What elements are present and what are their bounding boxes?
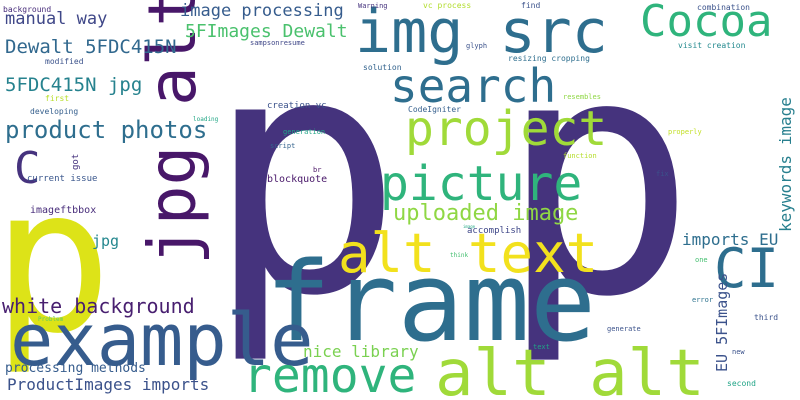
cloud-word: p bbox=[498, 0, 697, 369]
cloud-word: p bbox=[0, 145, 112, 378]
cloud-word: blockquote bbox=[267, 174, 327, 185]
cloud-word: ProductImages imports bbox=[7, 375, 209, 394]
cloud-word: br bbox=[313, 166, 321, 174]
cloud-word: combination bbox=[697, 3, 750, 12]
cloud-word: imageftbbox bbox=[30, 205, 96, 216]
cloud-word: alt alt bbox=[435, 337, 705, 400]
cloud-word: resembles bbox=[563, 93, 601, 101]
cloud-word: function bbox=[563, 152, 597, 160]
cloud-word: search bbox=[390, 59, 556, 113]
cloud-word: jpg alt bbox=[134, 0, 211, 265]
cloud-word: generation bbox=[283, 128, 325, 136]
cloud-word: sampsonresume bbox=[250, 39, 305, 47]
cloud-word: visit creation bbox=[678, 41, 746, 50]
cloud-word: properly bbox=[668, 128, 702, 136]
cloud-word: CodeIgniter bbox=[408, 105, 461, 114]
cloud-word: one bbox=[695, 256, 708, 264]
cloud-word: developing bbox=[30, 107, 78, 116]
cloud-word: current issue bbox=[27, 174, 97, 184]
cloud-word: first bbox=[45, 94, 69, 103]
cloud-word: 5FDC415N jpg bbox=[5, 74, 142, 96]
cloud-word: EU 5FImages bbox=[713, 273, 731, 372]
cloud-word: remove bbox=[243, 348, 416, 400]
cloud-word: modified bbox=[45, 57, 84, 66]
cloud-word: creation vc bbox=[267, 101, 327, 111]
cloud-word: think bbox=[450, 252, 468, 259]
cloud-word: imports EU bbox=[682, 230, 778, 249]
cloud-word: p bbox=[205, 0, 404, 368]
cloud-word: picture bbox=[380, 156, 582, 212]
cloud-word: script bbox=[270, 142, 295, 150]
cloud-word: img src bbox=[355, 0, 608, 67]
cloud-word: nice library bbox=[303, 342, 419, 361]
cloud-word: generate bbox=[607, 325, 641, 333]
cloud-word: uploaded image bbox=[393, 201, 578, 226]
cloud-word: Dewalt 5FDC415N bbox=[5, 36, 177, 58]
cloud-word: product photos bbox=[5, 116, 207, 144]
cloud-word: project bbox=[405, 101, 607, 157]
cloud-word: second bbox=[727, 379, 756, 388]
cloud-word: new bbox=[732, 348, 745, 356]
cloud-word: alt text bbox=[338, 222, 598, 285]
cloud-word: frame bbox=[265, 238, 596, 366]
cloud-word: glyph bbox=[466, 42, 487, 50]
cloud-word: example bbox=[10, 298, 313, 382]
cloud-word: white background bbox=[2, 294, 195, 318]
cloud-word: vc process bbox=[423, 1, 471, 10]
cloud-word: error bbox=[692, 296, 713, 304]
cloud-word: resizing cropping bbox=[508, 54, 590, 63]
cloud-word: accomplish bbox=[467, 226, 521, 236]
cloud-word: image processing bbox=[180, 1, 344, 21]
cloud-word: 5FImages Dewalt bbox=[185, 21, 348, 42]
cloud-word: Warning bbox=[358, 2, 388, 10]
cloud-word: fix bbox=[656, 170, 669, 178]
cloud-word: loading bbox=[193, 116, 219, 123]
cloud-word: manual way bbox=[5, 9, 107, 29]
cloud-word: processing methods bbox=[5, 361, 146, 376]
cloud-word: solution bbox=[363, 63, 402, 72]
cloud-word: Cocoa bbox=[640, 0, 772, 47]
cloud-word: text bbox=[533, 343, 550, 351]
cloud-word: got bbox=[71, 154, 81, 170]
cloud-word: CI bbox=[714, 237, 779, 300]
cloud-word: third bbox=[754, 313, 778, 322]
cloud-word: keywords image bbox=[776, 97, 795, 232]
cloud-word: background bbox=[3, 5, 51, 14]
cloud-word: find bbox=[521, 1, 540, 10]
cloud-word: image bbox=[463, 224, 476, 229]
cloud-word: C bbox=[14, 143, 41, 194]
cloud-word: jpg bbox=[92, 232, 119, 250]
cloud-word: Problem bbox=[38, 316, 64, 323]
